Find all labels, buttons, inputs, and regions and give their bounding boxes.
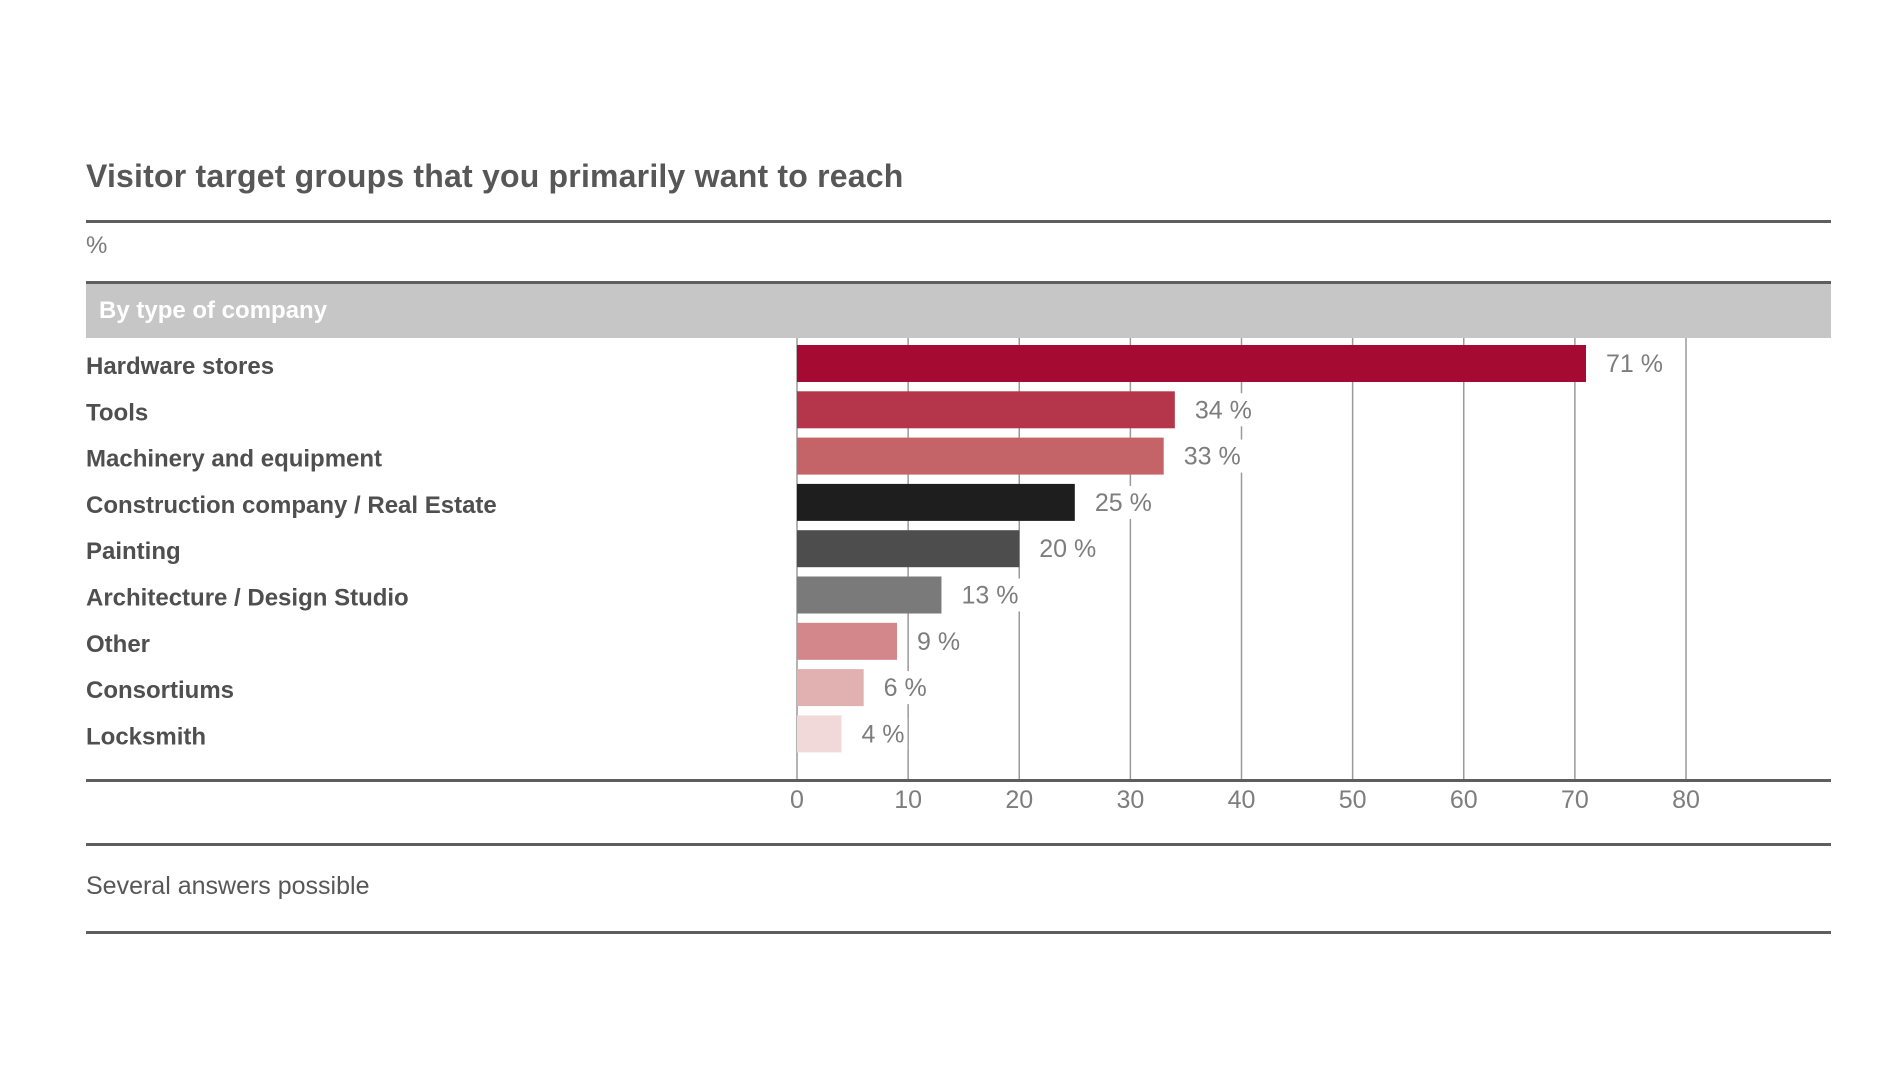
chart-title: Visitor target groups that you primarily…: [86, 158, 904, 194]
bar-5: [797, 576, 942, 614]
bar-4: [797, 530, 1020, 568]
section-header: By type of company: [86, 284, 1831, 338]
value-label: 20 %: [1039, 535, 1096, 563]
value-label-backing: [913, 624, 964, 658]
section-label: By type of company: [99, 297, 328, 324]
unit-label: %: [86, 232, 108, 259]
category-label: Consortiums: [86, 677, 234, 704]
value-label: 13 %: [961, 582, 1018, 610]
footnote: Several answers possible: [86, 872, 370, 900]
value-label-backing: [1090, 485, 1155, 519]
x-axis-ticks: 0 10 20 30 40 50 60 70 80: [790, 786, 1700, 814]
bar-7: [797, 669, 864, 707]
bar-3: [797, 483, 1075, 521]
bottom-rule: [86, 931, 1831, 934]
bar-1: [797, 391, 1175, 429]
category-label: Machinery and equipment: [86, 446, 382, 473]
value-labels: 71 % 34 % 33 % 25 % 20 % 13 %9 % 6 % 4 %: [857, 347, 1666, 751]
x-tick-label: 0: [790, 786, 804, 814]
section-rule: [86, 281, 1831, 284]
x-tick-label: 30: [1116, 786, 1144, 814]
category-label: Construction company / Real Estate: [86, 492, 497, 519]
value-label: 6 %: [884, 674, 927, 702]
value-label: 25 %: [1095, 489, 1152, 517]
value-label: 71 %: [1606, 350, 1663, 378]
value-label-backing: [957, 578, 1022, 612]
category-label: Tools: [86, 399, 148, 426]
top-rule: [86, 220, 1831, 223]
category-labels: Hardware stores Tools Machinery and equipm…: [86, 353, 497, 750]
x-tick-label: 10: [894, 786, 922, 814]
x-tick-label: 20: [1005, 786, 1033, 814]
category-label: Other: [86, 631, 150, 658]
value-label: 4 %: [861, 720, 904, 748]
x-tick-label: 40: [1228, 786, 1256, 814]
x-tick-label: 70: [1561, 786, 1589, 814]
value-label-backing: [1190, 393, 1255, 427]
category-label: Locksmith: [86, 723, 206, 750]
value-label-backing: [879, 671, 930, 705]
value-label-backing: [1179, 439, 1244, 473]
x-tick-label: 50: [1339, 786, 1367, 814]
footer-rule: [86, 843, 1831, 846]
x-tick-label: 60: [1450, 786, 1478, 814]
value-label: 34 %: [1195, 396, 1252, 424]
bar-0: [797, 345, 1586, 382]
x-tick-label: 80: [1672, 786, 1700, 814]
bars: [797, 345, 1586, 753]
value-label: 9 %: [917, 628, 960, 656]
category-label: Architecture / Design Studio: [86, 585, 409, 612]
bar-8: [797, 715, 842, 753]
bar-2: [797, 437, 1164, 475]
value-label-backing: [1601, 347, 1666, 380]
bar-6: [797, 622, 898, 660]
category-label: Hardware stores: [86, 353, 274, 380]
value-label-backing: [857, 717, 908, 751]
axis-rule: [86, 779, 1831, 782]
value-label-backing: [1035, 532, 1100, 566]
category-label: Painting: [86, 538, 181, 565]
value-label: 33 %: [1184, 443, 1241, 471]
